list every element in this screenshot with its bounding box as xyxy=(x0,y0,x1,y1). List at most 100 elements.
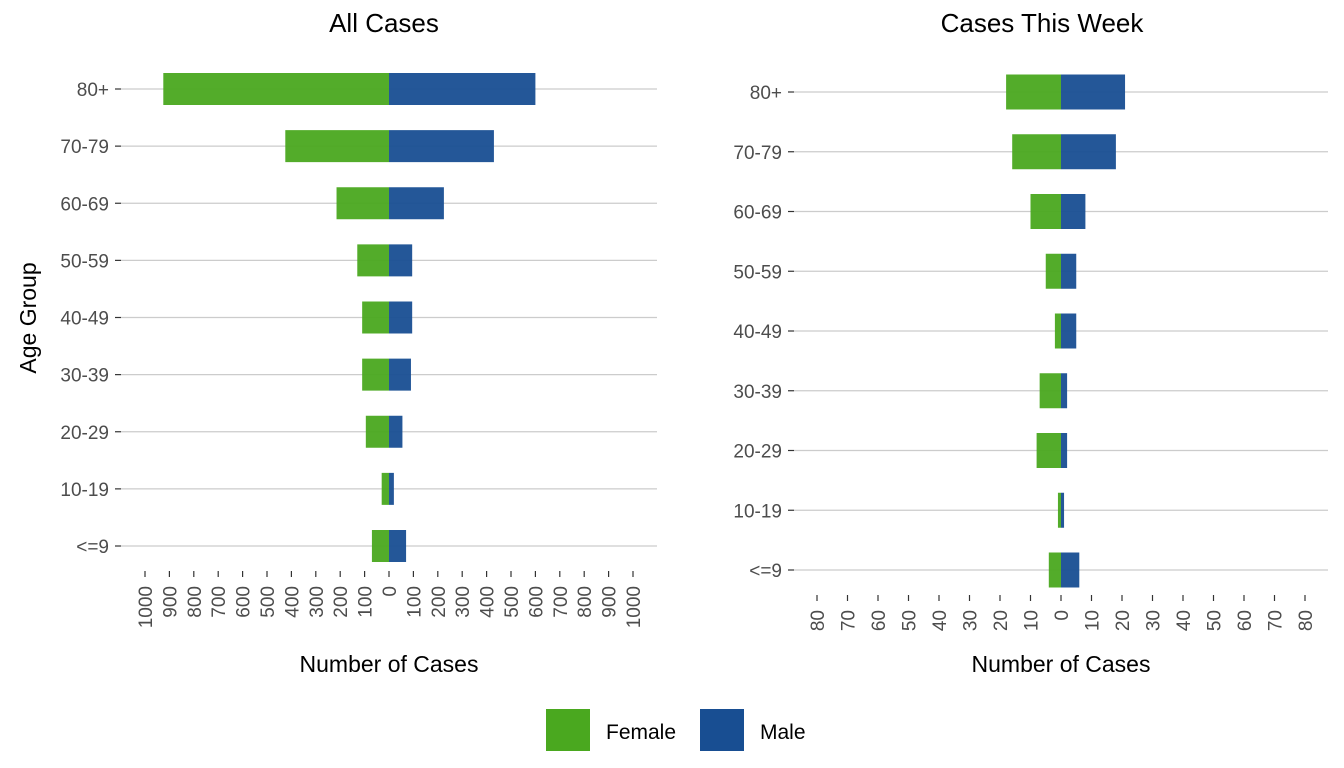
right-x-tick-label: 20 xyxy=(991,610,1012,631)
left-y-axis: <=9 10-19 20-29 30-39 40-49 50-59 60-69 70-79 80… xyxy=(60,80,121,558)
left-x-tick-label: 900 xyxy=(160,586,181,618)
right-bar-male xyxy=(1061,313,1077,349)
right-bar-male xyxy=(1061,373,1068,409)
right-bar-female xyxy=(1048,552,1061,588)
left-bar-male xyxy=(389,301,413,334)
legend: Female Male xyxy=(546,709,806,751)
right-bar-female xyxy=(1030,194,1061,229)
left-x-tick-label: 700 xyxy=(209,586,230,618)
right-x-tick-label: 10 xyxy=(1022,610,1043,631)
right-bar-male xyxy=(1061,134,1116,170)
left-x-axis-title: Number of Cases xyxy=(300,651,479,677)
left-x-tick-label: 100 xyxy=(404,586,425,618)
left-bar-male xyxy=(389,415,403,448)
legend-label-male: Male xyxy=(760,721,806,744)
right-bar-female xyxy=(1054,313,1061,349)
right-y-tick-label: 20-29 xyxy=(733,442,782,463)
left-x-tick-label: 500 xyxy=(258,586,279,618)
left-bar-female xyxy=(365,415,389,448)
left-bar-female xyxy=(285,130,389,163)
left-x-tick-label: 400 xyxy=(478,586,499,618)
left-x-tick-label: 400 xyxy=(282,586,303,618)
left-y-tick-label: 70-79 xyxy=(60,137,109,158)
left-bar-female xyxy=(357,244,389,277)
right-bar-male xyxy=(1061,253,1077,289)
right-bar-female xyxy=(1039,373,1061,409)
left-x-axis: 1000 900 800 700 600 500 400 300 200 100 0 100 200 30… xyxy=(136,571,645,628)
left-bar-male xyxy=(389,530,407,562)
right-x-axis-title: Number of Cases xyxy=(972,651,1151,677)
left-x-tick-label: 200 xyxy=(331,586,352,618)
left-bar-female xyxy=(381,472,389,505)
left-panel-title: All Cases xyxy=(329,8,439,38)
left-x-tick-label: 600 xyxy=(234,586,255,618)
left-y-tick-label: 60-69 xyxy=(60,194,109,215)
right-y-tick-label: 70-79 xyxy=(733,143,782,164)
left-x-tick-label: 900 xyxy=(600,586,621,618)
left-bar-female xyxy=(362,358,389,391)
right-bar-male xyxy=(1061,194,1086,229)
right-y-tick-label: 60-69 xyxy=(733,203,782,224)
left-bar-male xyxy=(389,472,394,505)
left-y-tick-label: 20-29 xyxy=(60,423,109,444)
right-x-tick-label: 70 xyxy=(839,610,860,631)
left-y-tick-label: 30-39 xyxy=(60,366,109,387)
left-y-tick-label: 10-19 xyxy=(60,480,109,501)
left-bar-male xyxy=(389,358,411,391)
left-bar-female xyxy=(163,73,389,105)
right-bar-male xyxy=(1061,74,1126,110)
right-bar-female xyxy=(1036,433,1061,468)
right-x-tick-label: 80 xyxy=(1296,610,1317,631)
right-x-tick-label: 60 xyxy=(869,610,890,631)
left-x-tick-label: 100 xyxy=(356,586,377,618)
right-x-tick-label: 70 xyxy=(1266,610,1287,631)
left-x-tick-label: 300 xyxy=(453,586,474,618)
right-bar-female xyxy=(1006,74,1061,110)
left-x-tick-label: 500 xyxy=(502,586,523,618)
legend-swatch-male xyxy=(700,709,744,751)
left-bar-male xyxy=(389,244,413,277)
right-x-tick-label: 80 xyxy=(808,610,829,631)
right-x-tick-label: 30 xyxy=(961,610,982,631)
right-y-tick-label: 40-49 xyxy=(733,322,782,343)
left-x-tick-label: 800 xyxy=(185,586,206,618)
left-x-tick-label: 200 xyxy=(429,586,450,618)
right-x-tick-label: 40 xyxy=(1174,610,1195,631)
legend-swatch-female xyxy=(546,709,590,751)
right-bar-male xyxy=(1061,552,1080,588)
right-x-tick-label: 30 xyxy=(1144,610,1165,631)
right-y-tick-label: <=9 xyxy=(749,561,782,582)
right-bar-male xyxy=(1061,492,1065,528)
left-x-tick-label: 1000 xyxy=(136,586,157,628)
left-bar-female xyxy=(371,530,389,562)
right-bar-female xyxy=(1045,253,1061,289)
left-bar-female xyxy=(362,301,389,334)
left-x-tick-label: 800 xyxy=(575,586,596,618)
left-bar-male xyxy=(389,187,444,220)
left-x-tick-label: 0 xyxy=(380,586,401,597)
right-x-tick-label: 10 xyxy=(1083,610,1104,631)
right-y-axis: <=9 10-19 20-29 30-39 40-49 50-59 60-69 70-79 80… xyxy=(733,83,794,582)
right-panel-title: Cases This Week xyxy=(941,8,1145,38)
left-panel: All Cases Number of Cases Age Group <=9 1… xyxy=(15,8,657,677)
right-x-tick-label: 20 xyxy=(1113,610,1134,631)
right-bar-female xyxy=(1057,492,1061,528)
left-bar-male xyxy=(389,73,536,105)
right-y-tick-label: 10-19 xyxy=(733,501,782,522)
right-bars xyxy=(1006,74,1126,588)
left-y-tick-label: 80+ xyxy=(77,80,109,101)
left-x-tick-label: 300 xyxy=(307,586,328,618)
left-x-tick-label: 600 xyxy=(526,586,547,618)
left-bar-female xyxy=(336,187,389,220)
right-y-tick-label: 80+ xyxy=(750,83,782,104)
left-y-axis-title: Age Group xyxy=(15,262,41,373)
right-x-tick-label: 50 xyxy=(900,610,921,631)
left-bars xyxy=(163,73,536,562)
right-x-tick-label: 60 xyxy=(1235,610,1256,631)
left-x-tick-label: 700 xyxy=(551,586,572,618)
right-bar-female xyxy=(1012,134,1061,170)
left-y-tick-label: 40-49 xyxy=(60,309,109,330)
right-x-tick-label: 40 xyxy=(930,610,951,631)
left-y-tick-label: 50-59 xyxy=(60,251,109,272)
